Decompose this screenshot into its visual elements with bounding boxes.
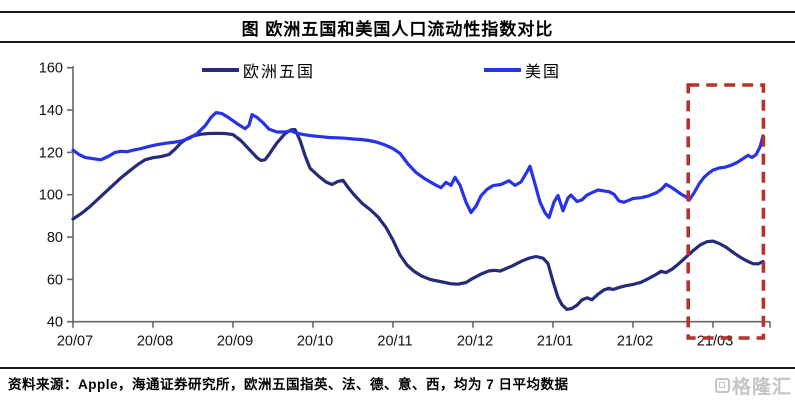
x-axis-tick-label: 20/07 <box>57 334 93 350</box>
x-axis-tick-label: 20/11 <box>377 334 412 350</box>
europe-line <box>71 127 765 311</box>
y-axis-tick-label: 140 <box>39 103 63 119</box>
page-title: 图 欧洲五国和美国人口流动性指数对比 <box>241 20 554 39</box>
y-axis-tick-label: 60 <box>47 272 63 288</box>
top-rule <box>0 11 795 13</box>
y-axis-tick-label: 80 <box>47 230 63 246</box>
watermark-text: 格隆汇 <box>731 377 792 398</box>
x-axis-tick-label: 20/12 <box>457 334 493 350</box>
watermark: 格隆汇 <box>714 372 792 399</box>
x-axis-tick-label: 20/09 <box>217 334 253 350</box>
x-axis-tick-label: 20/08 <box>137 334 173 350</box>
legend-label-europe: 欧洲五国 <box>243 64 316 81</box>
europe-line-swatch <box>202 68 239 72</box>
x-axis-tick-label: 21/01 <box>537 334 573 350</box>
legend-item-europe: 欧洲五国 <box>202 61 316 81</box>
y-axis-tick-label: 100 <box>39 188 63 204</box>
x-axis-tick-label: 20/10 <box>297 334 333 350</box>
us-line <box>71 111 765 220</box>
footer-top-rule <box>0 367 795 369</box>
legend-label-us: 美国 <box>525 64 562 81</box>
x-axis-tick-label: 21/02 <box>617 334 653 350</box>
highlight-box <box>686 83 766 340</box>
gelonghui-logo-icon <box>714 378 730 393</box>
y-axis-tick-label: 40 <box>47 315 63 331</box>
y-axis-tick-label: 120 <box>39 145 63 161</box>
title-bottom-rule <box>0 41 795 43</box>
x-axis-tick-label: 21/03 <box>697 334 733 350</box>
legend-item-us: 美国 <box>484 61 562 81</box>
y-axis-tick-label: 160 <box>39 61 63 77</box>
legend: 欧洲五国 美国 <box>0 61 795 81</box>
us-line-swatch <box>484 68 521 72</box>
data-source-note: 资料来源：Apple，海通证券研究所，欧洲五国指英、法、德、意、西，均为 7 日… <box>8 377 569 392</box>
